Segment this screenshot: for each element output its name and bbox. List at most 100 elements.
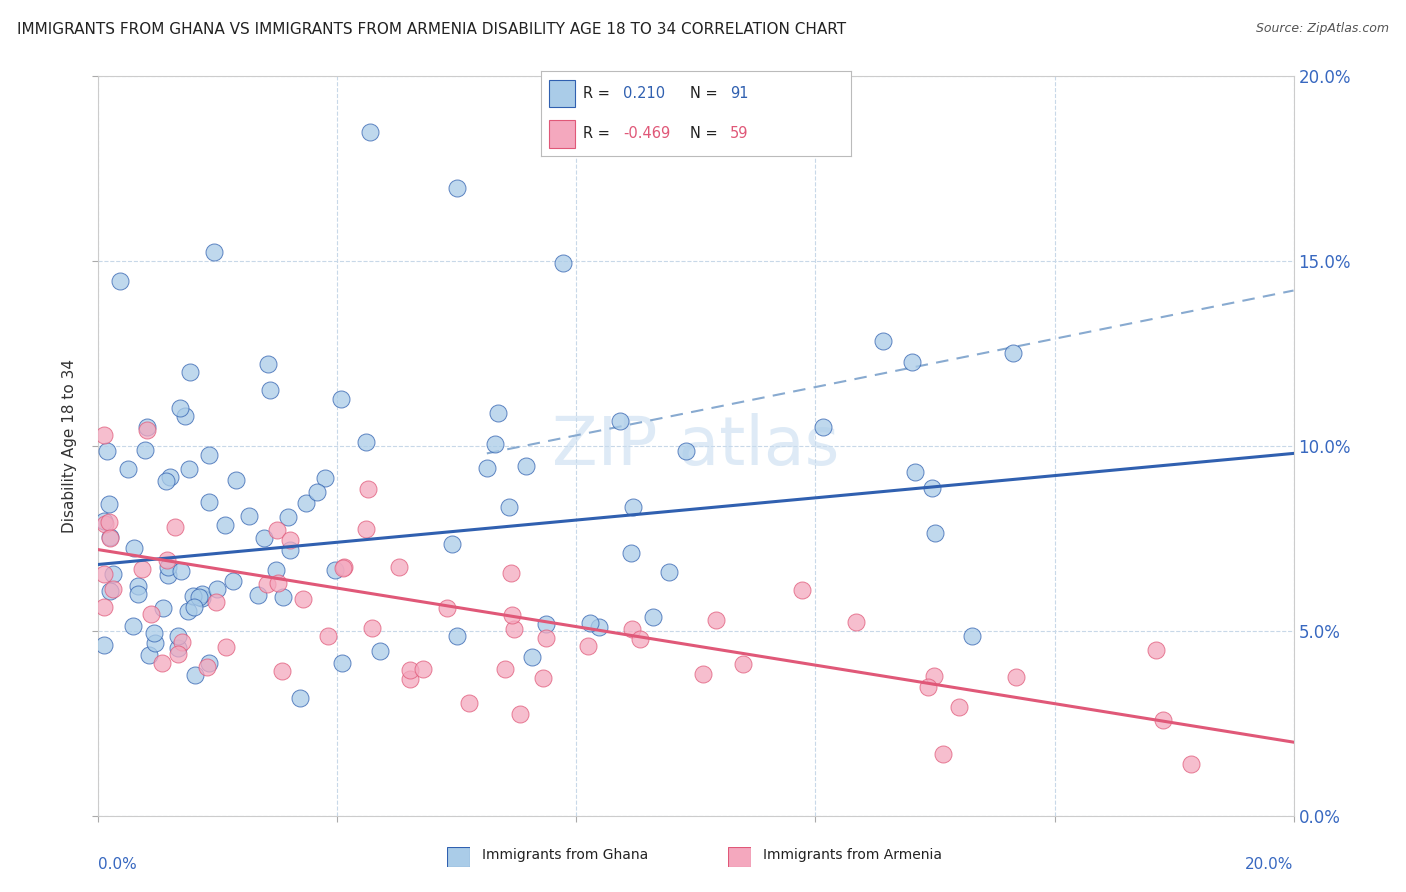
Point (790, 583, 813, 598)
Point (259, 384, 281, 398)
Point (155, 474, 177, 488)
Point (142, 626, 165, 640)
Point (93, 638, 115, 652)
Point (872, 334, 894, 348)
Point (98, 530, 121, 544)
FancyBboxPatch shape (548, 120, 575, 147)
Point (183, 599, 205, 614)
Point (325, 563, 347, 577)
Point (191, 587, 214, 601)
Point (266, 563, 288, 577)
Point (97, 497, 120, 511)
Point (922, 669, 945, 683)
Point (536, 617, 558, 632)
Point (150, 656, 173, 670)
Point (205, 582, 228, 596)
Point (266, 523, 288, 537)
Point (578, 615, 600, 630)
Point (93, 515, 115, 529)
Point (177, 461, 200, 475)
Point (329, 392, 352, 406)
Point (368, 644, 391, 658)
Point (520, 649, 543, 664)
Point (486, 406, 509, 420)
Point (94, 516, 117, 531)
Point (675, 443, 697, 458)
Point (221, 574, 243, 589)
Point (628, 632, 651, 646)
Text: N =: N = (690, 126, 717, 141)
Point (354, 522, 377, 536)
Point (1002, 345, 1025, 359)
Point (121, 619, 143, 633)
Point (143, 635, 166, 649)
Point (332, 560, 354, 574)
Point (901, 355, 924, 369)
Point (215, 640, 238, 655)
Point (198, 495, 221, 509)
Point (252, 532, 274, 546)
Point (609, 414, 631, 428)
Point (515, 458, 537, 473)
Text: R =: R = (583, 86, 610, 101)
Point (621, 500, 644, 514)
Point (357, 483, 380, 497)
Y-axis label: Disability Age 18 to 34: Disability Age 18 to 34 (62, 359, 77, 533)
Text: 0.0%: 0.0% (98, 857, 138, 871)
Point (931, 747, 953, 762)
Point (100, 531, 122, 545)
Point (271, 590, 294, 604)
Point (314, 471, 336, 485)
Point (257, 357, 280, 371)
Point (98, 583, 121, 598)
Point (159, 469, 181, 483)
Point (704, 613, 727, 627)
Point (127, 587, 149, 601)
Point (924, 526, 946, 541)
Point (477, 460, 499, 475)
Point (498, 500, 520, 514)
Point (307, 484, 329, 499)
Point (267, 576, 290, 591)
Point (131, 562, 153, 576)
Point (135, 420, 157, 434)
Point (108, 274, 131, 288)
Point (204, 595, 226, 609)
Point (657, 566, 679, 580)
Point (733, 657, 755, 671)
Point (509, 707, 531, 722)
Point (316, 628, 339, 642)
Point (173, 409, 195, 424)
Point (167, 629, 190, 643)
Text: IMMIGRANTS FROM GHANA VS IMMIGRANTS FROM ARMENIA DISABILITY AGE 18 TO 34 CORRELA: IMMIGRANTS FROM GHANA VS IMMIGRANTS FROM… (17, 22, 846, 37)
Text: -0.469: -0.469 (623, 126, 671, 141)
Point (361, 621, 384, 635)
Point (484, 437, 506, 451)
Point (238, 508, 260, 523)
Point (458, 696, 481, 710)
Text: Immigrants from Ghana: Immigrants from Ghana (482, 847, 648, 862)
Point (494, 662, 516, 676)
Point (225, 473, 247, 487)
Point (181, 589, 204, 603)
Point (588, 620, 610, 634)
Point (163, 520, 186, 534)
Point (101, 567, 124, 582)
Point (167, 641, 190, 656)
Point (291, 591, 314, 606)
Point (290, 691, 312, 706)
Point (198, 448, 221, 462)
Point (277, 510, 299, 524)
Point (98, 516, 121, 530)
Point (960, 629, 983, 643)
Point (271, 664, 294, 678)
Text: Source: ZipAtlas.com: Source: ZipAtlas.com (1256, 22, 1389, 36)
Point (501, 607, 523, 622)
Point (356, 434, 378, 449)
Point (247, 588, 270, 602)
Point (152, 600, 174, 615)
Point (202, 245, 225, 260)
Text: N =: N = (690, 86, 717, 101)
Point (330, 656, 353, 670)
Text: 20.0%: 20.0% (1246, 857, 1294, 871)
